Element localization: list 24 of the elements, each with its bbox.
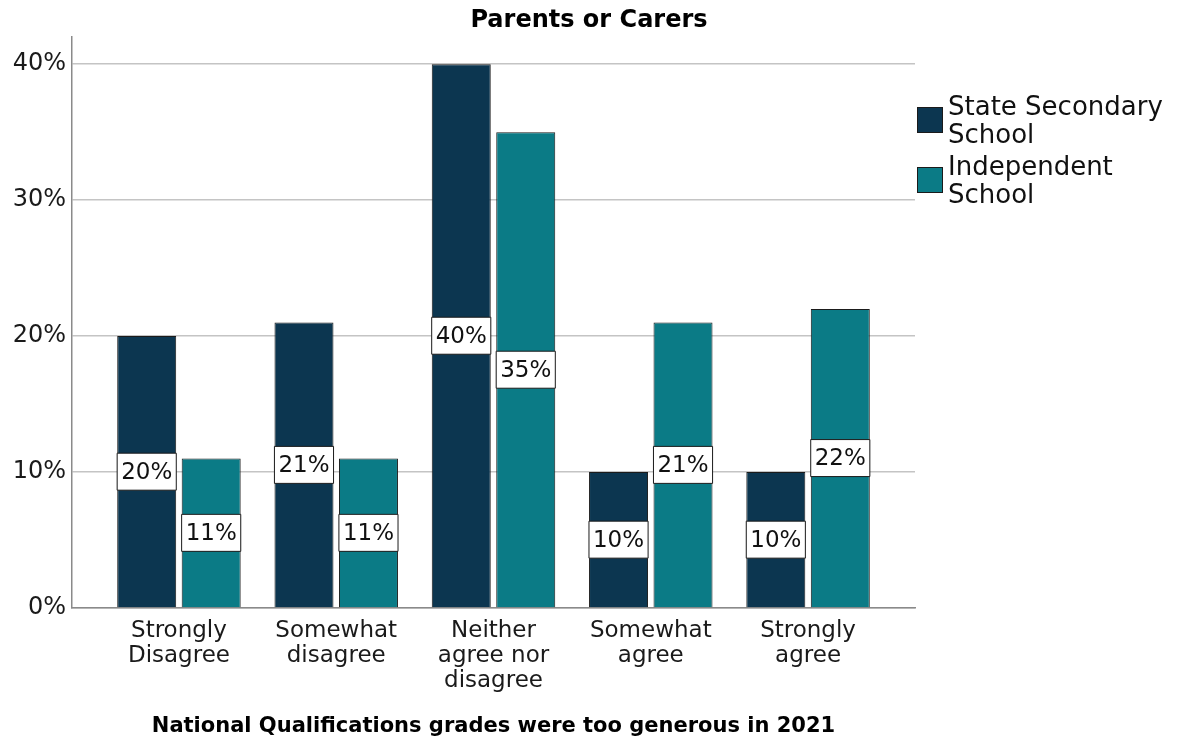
y-tick-label: 10% (12, 456, 66, 485)
x-tick-label: Strongly agree (760, 615, 856, 667)
y-tick-label: 20% (12, 320, 66, 349)
data-label: 10% (592, 525, 645, 552)
y-tick-label: 0% (27, 592, 66, 621)
x-axis-title: National Qualifications grades were too generous in 2021 (151, 712, 836, 737)
legend-label: Independent School (948, 151, 1114, 209)
data-label: 11% (185, 518, 237, 545)
data-label: 10% (750, 525, 802, 552)
data-label: 21% (278, 450, 330, 477)
legend-label: State Secondary School (948, 91, 1164, 149)
data-label: 11% (342, 518, 395, 545)
data-label: 40% (435, 321, 487, 348)
x-tick-label: Strongly Disagree (127, 615, 230, 667)
y-tick-label: 40% (12, 48, 66, 77)
x-tick-label: Neither agree nor disagree (437, 615, 550, 693)
data-label: 35% (500, 355, 552, 382)
x-tick-label: Somewhat disagree (275, 615, 398, 667)
y-tick-label: 30% (12, 184, 66, 213)
x-tick-label: Somewhat agree (589, 615, 712, 667)
data-label: 21% (657, 450, 709, 477)
data-label: 20% (121, 457, 173, 484)
chart-title: Parents or Carers (469, 5, 709, 33)
data-label: 22% (814, 444, 866, 471)
